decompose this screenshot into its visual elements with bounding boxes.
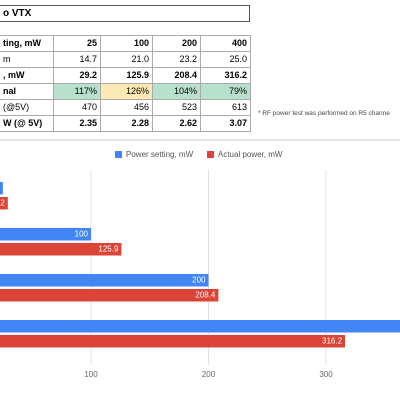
legend-swatch: [207, 151, 214, 158]
legend-label: Power setting, mW: [126, 150, 194, 159]
bar-value-label: 125.9: [98, 245, 119, 254]
x-tick-label: 200: [202, 370, 216, 379]
bar: [0, 197, 8, 210]
sheet-title: o VTX: [0, 5, 250, 22]
bar-value-label: 200: [192, 276, 206, 285]
bar: [0, 228, 91, 241]
bar-value-label: 100: [75, 230, 89, 239]
bar-value-label: 29.2: [0, 199, 5, 208]
bar: [0, 182, 3, 195]
bar: [0, 335, 346, 348]
legend-swatch: [115, 151, 122, 158]
bar-value-label: 208.4: [195, 291, 216, 300]
table-cell: 3.07: [200, 115, 251, 132]
legend-label: Actual power, mW: [218, 150, 283, 159]
bar-value-label: 316.2: [322, 337, 343, 346]
bar: [0, 289, 219, 302]
bar: [0, 320, 400, 333]
x-tick-label: 300: [319, 370, 333, 379]
bar: [0, 274, 209, 287]
note: * RF power test was performed on R5 chan…: [258, 110, 390, 117]
x-tick-label: 100: [84, 370, 98, 379]
bar: [0, 243, 122, 256]
